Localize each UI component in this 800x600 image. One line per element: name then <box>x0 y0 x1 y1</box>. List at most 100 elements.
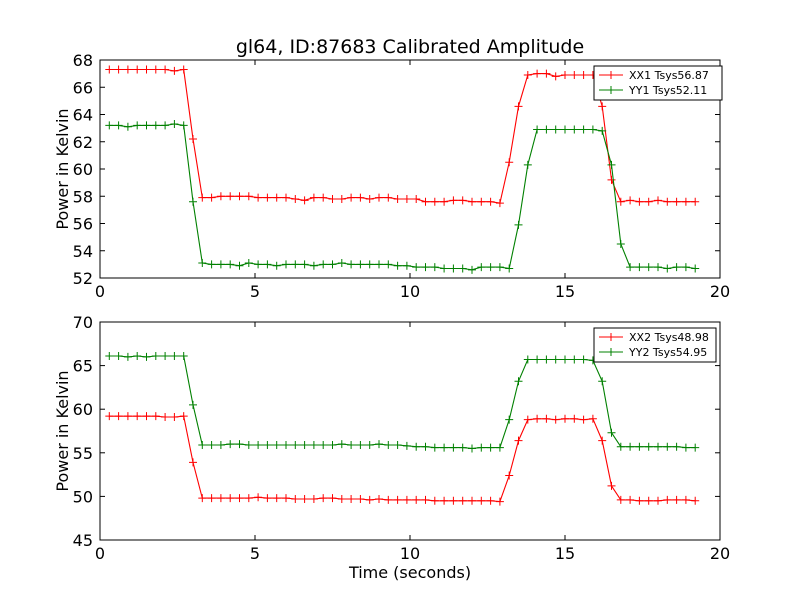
chart2-series-1-point <box>123 412 132 421</box>
chart2-series-1-point <box>189 458 197 467</box>
chart1-series-2-point <box>579 125 588 134</box>
chart1-series-1-point <box>272 193 281 202</box>
chart1-series-1-point <box>449 196 458 205</box>
chart1-series-2-point <box>644 263 653 272</box>
chart1-series-1-point <box>198 193 207 202</box>
chart2-series-2-point <box>440 443 449 452</box>
chart2-series-1-point <box>291 495 300 504</box>
chart1-series-1-point <box>393 194 402 203</box>
chart1-series-2-point <box>356 260 365 269</box>
chart1-y-tick-label: 54 <box>73 242 93 261</box>
chart1-series-2-point <box>189 197 197 206</box>
chart2-y-tick-label: 45 <box>73 531 93 550</box>
chart2-series-2-point <box>133 352 142 361</box>
chart1-series-2-point <box>309 261 318 270</box>
chart1-series-1-point <box>105 65 114 74</box>
chart2-series-1-point <box>654 496 662 505</box>
chart1-y-tick-label: 60 <box>73 160 93 179</box>
chart2-series-1-point <box>151 412 160 421</box>
chart1-series-1-point <box>412 194 421 203</box>
chart2-series-2-point <box>179 352 188 361</box>
chart1-series-2-point <box>440 264 449 273</box>
chart2-series-2 <box>105 352 700 453</box>
chart1-series-1-point <box>114 65 123 74</box>
chart1-series-2-point <box>142 121 151 130</box>
chart2-series-2-point <box>263 440 272 449</box>
chart2-series-2-point <box>207 440 216 449</box>
chart2-series-2-point <box>691 443 700 452</box>
chart1-x-tick-label: 5 <box>250 282 260 301</box>
chart1-series-1-point <box>263 193 272 202</box>
chart2-series-1-point <box>142 412 151 421</box>
chart1-series-1-point <box>533 69 542 78</box>
chart1-series-2-point <box>561 125 569 134</box>
chart2-series-1-point <box>235 494 244 503</box>
chart1-series-2-point <box>523 160 532 169</box>
chart2-series-1-point <box>607 481 616 490</box>
chart2-series-2-point <box>198 440 207 449</box>
chart2-series-1-point <box>133 412 142 421</box>
chart1-legend-label-2: YY1 Tsys52.11 <box>628 84 707 97</box>
chart2-series-1-point <box>495 497 504 506</box>
chart1-series-1-point <box>681 197 690 206</box>
chart1-series-2-point <box>105 121 114 130</box>
chart1-series-2-point <box>598 126 607 135</box>
chart1-x-tick-label: 0 <box>95 282 105 301</box>
chart2-series-2-point <box>356 440 365 449</box>
chart1-series-1-point <box>514 102 523 111</box>
chart1-series-1-point <box>654 196 662 205</box>
chart1-series-1-point <box>486 197 495 206</box>
chart2-series-2-point <box>300 440 309 449</box>
chart1-series-2-point <box>533 125 542 134</box>
chart2-series-2-point <box>402 441 411 450</box>
chart2-series-1-point <box>272 494 281 503</box>
chart2-series-1-point <box>477 496 486 505</box>
chart1-legend-marker-1 <box>607 71 615 79</box>
chart1-series-2-point <box>486 263 495 272</box>
chart2-series-2-point <box>189 400 197 409</box>
chart1-series-2-point <box>681 263 690 272</box>
chart1-series-1-point <box>672 197 681 206</box>
chart1-series-1-point <box>282 193 290 202</box>
chart1-series-1-point <box>226 192 235 201</box>
chart1-series-2-point <box>654 263 662 272</box>
chart2-series-2-point <box>375 440 383 449</box>
chart2-x-tick-label: 0 <box>95 544 105 563</box>
chart2-series-1-point <box>402 495 411 504</box>
chart1-series-1-point <box>151 65 160 74</box>
chart1-series-1-point <box>170 66 179 75</box>
chart2-series-1-point <box>616 495 625 504</box>
chart2-series-2-point <box>105 352 114 361</box>
chart1-series-2-point <box>468 265 476 274</box>
chart2-x-tick-label: 10 <box>400 544 420 563</box>
chart1-series-2-point <box>347 260 356 269</box>
chart1-series-1-point <box>598 102 607 111</box>
chart2-series-2-point <box>505 415 514 424</box>
chart1-series-2-point <box>319 260 328 269</box>
chart2-series-2-point <box>644 442 653 451</box>
chart1-series-2-point <box>458 264 467 273</box>
chart2-series-1-point <box>691 496 700 505</box>
chart1-series-2-point <box>477 263 486 272</box>
chart2-series-1-point <box>412 495 421 504</box>
chart2-series-1-point <box>393 495 402 504</box>
chart1-series-2-point <box>570 125 579 134</box>
chart1-series-1-point <box>384 193 393 202</box>
chart2-series-1-point <box>430 496 439 505</box>
chart1-series-2-point <box>114 121 123 130</box>
chart2-series-1-point <box>626 495 635 504</box>
chart1-series-2-point <box>495 263 504 272</box>
chart1-series-2-point <box>505 264 514 273</box>
chart2-series-2-point <box>672 442 681 451</box>
chart2-series-2-point <box>235 440 244 449</box>
chart2-series-2-point <box>533 355 542 364</box>
chart1-series-2-point <box>244 259 253 268</box>
chart2-y-tick-label: 70 <box>73 313 93 332</box>
chart2-series-1-point <box>663 495 672 504</box>
chart1-series-1-point <box>570 70 579 79</box>
chart2-series-2-point <box>542 355 551 364</box>
chart1-series-2-point <box>291 260 300 269</box>
chart1-series-1-point <box>616 197 625 206</box>
chart1-series-2-point <box>123 122 132 131</box>
chart1-series-2-point <box>272 261 281 270</box>
